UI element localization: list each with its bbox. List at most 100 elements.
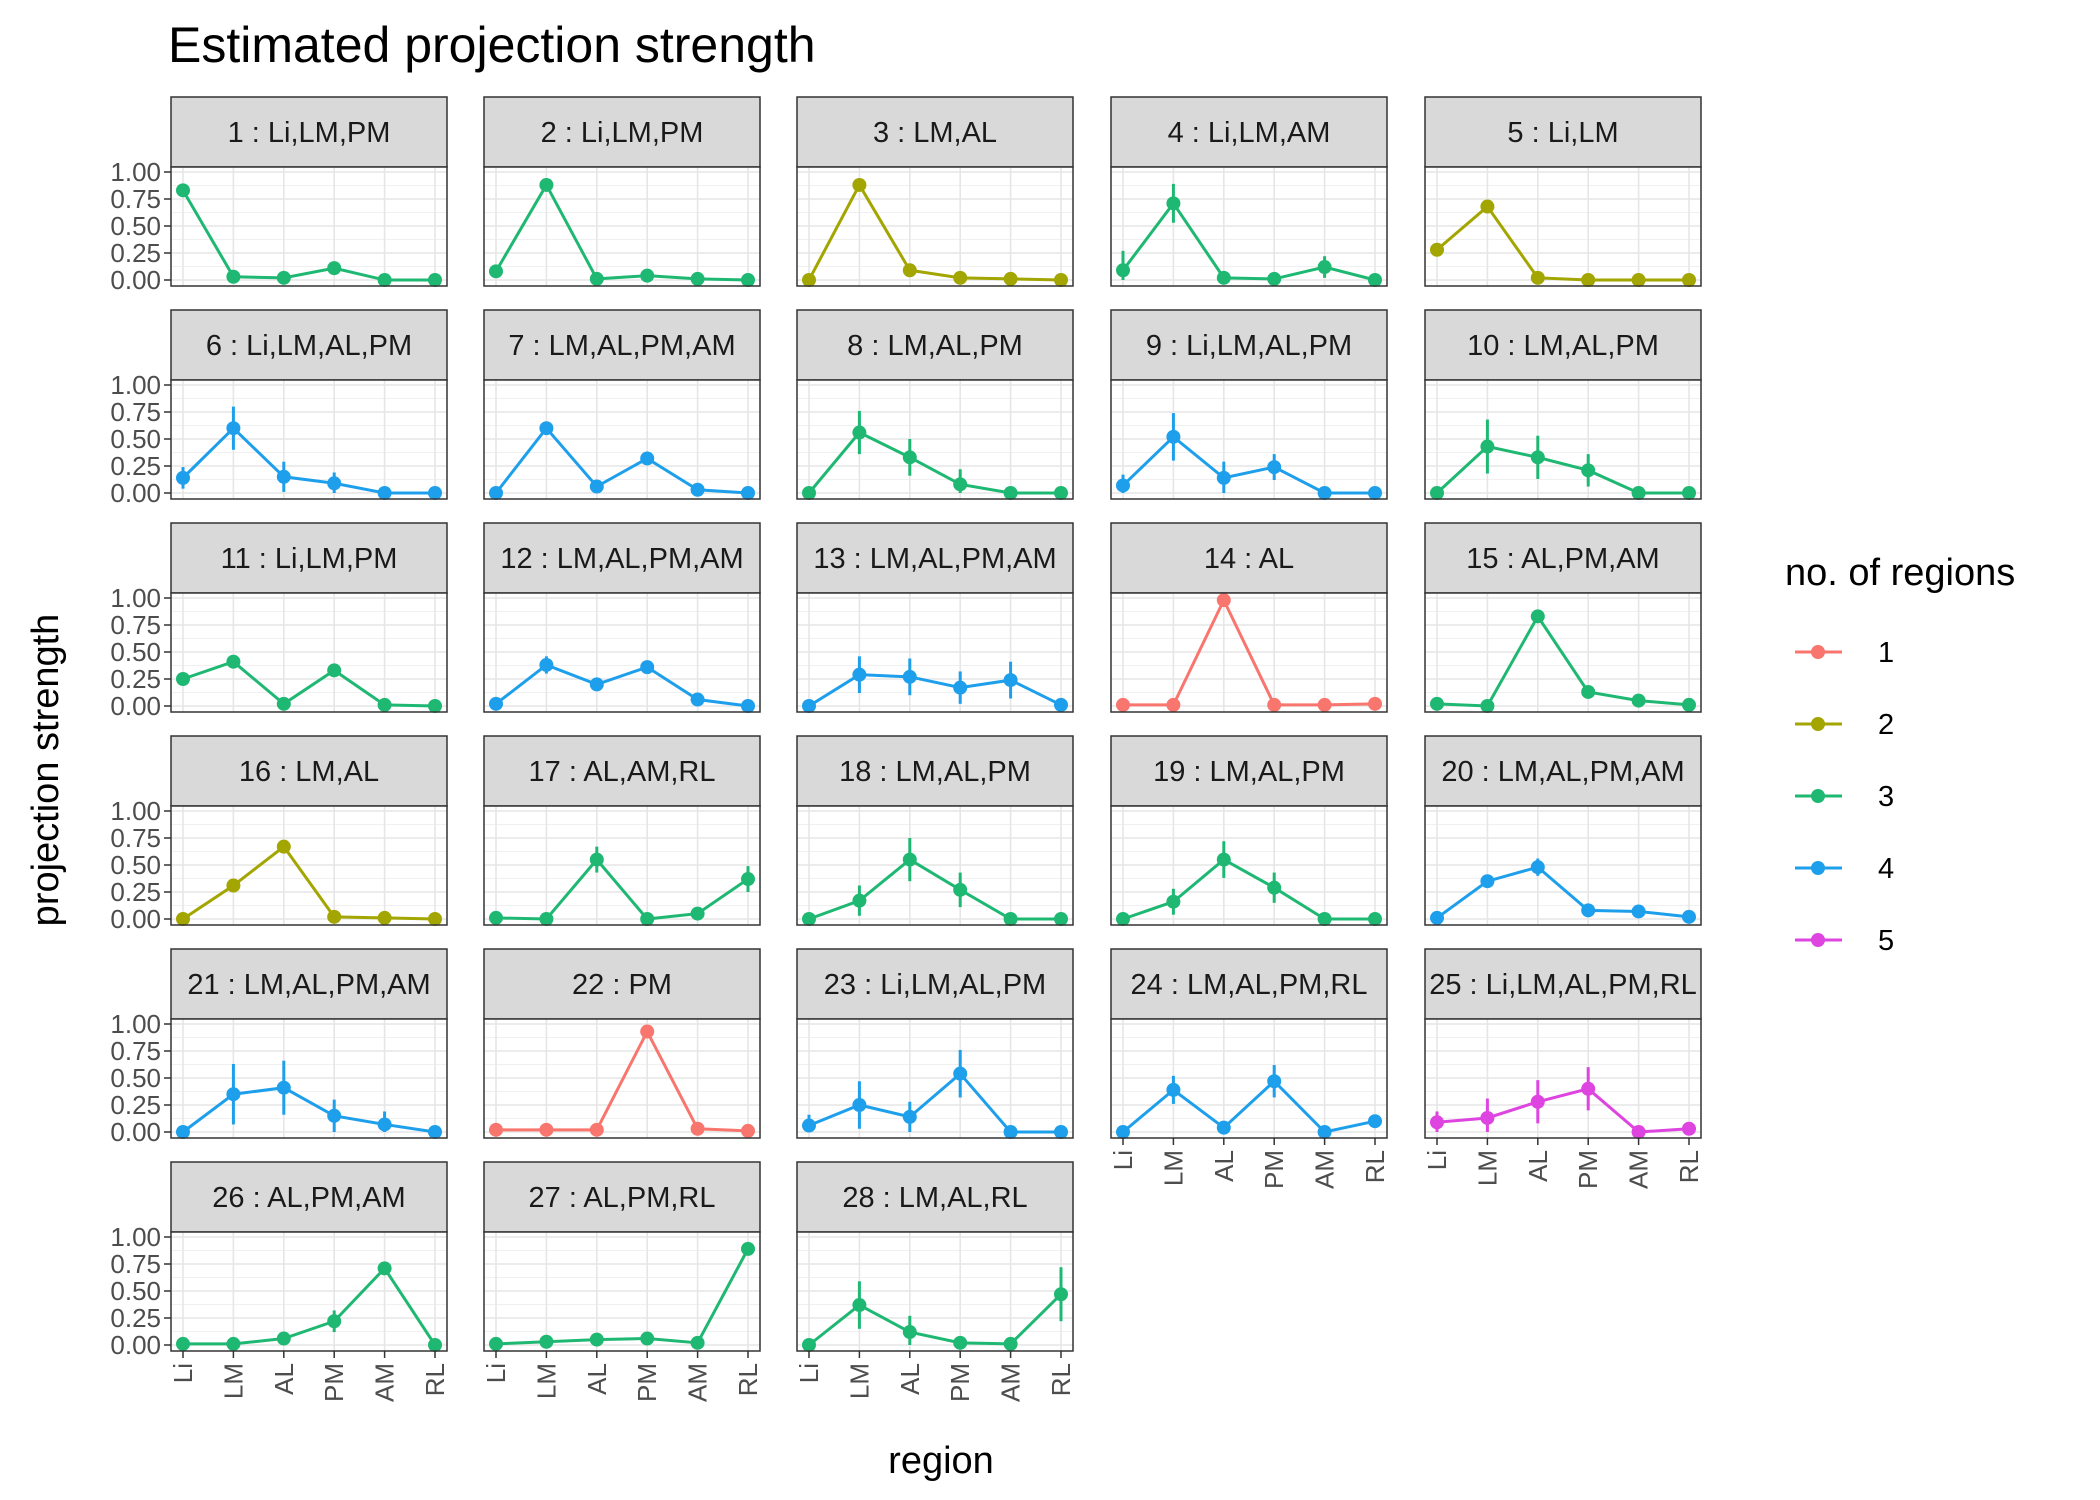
data-point	[640, 1024, 655, 1039]
data-point	[428, 912, 442, 926]
facet-strip	[796, 1161, 1074, 1233]
facet-panel: 15 : AL,PM,AM	[1424, 522, 1702, 713]
facet-strip-label: 25 : Li,LM,AL,PM,RL	[1429, 969, 1697, 1001]
data-point	[1054, 273, 1068, 287]
plot-area	[1110, 805, 1388, 926]
facet-strip-label: 23 : Li,LM,AL,PM	[824, 969, 1046, 1001]
data-point	[1430, 696, 1444, 711]
series-line	[183, 1265, 437, 1346]
facet-panel: 14 : AL	[1110, 522, 1388, 713]
data-point	[1480, 874, 1495, 889]
facet-strip-label: 1 : Li,LM,PM	[228, 117, 391, 149]
series-line	[181, 189, 435, 282]
panel-border	[796, 379, 1074, 500]
data-point	[1267, 271, 1282, 286]
panel-border	[483, 805, 761, 926]
data-point	[1631, 904, 1646, 919]
data-point	[226, 421, 241, 436]
plot-area	[1110, 379, 1388, 500]
legend-label: 2	[1878, 709, 1894, 741]
panel-border	[1110, 592, 1388, 713]
data-point	[1530, 450, 1545, 465]
facet-strip	[1424, 309, 1702, 381]
y-tick-label: 1.00	[110, 796, 161, 826]
panel-border	[1110, 805, 1388, 926]
plot-area	[796, 1018, 1074, 1139]
x-tick-label: LM	[1158, 1150, 1188, 1186]
data-point	[176, 672, 190, 686]
panel-border	[796, 1231, 1074, 1352]
facet-strip-label: 9 : Li,LM,AL,PM	[1146, 330, 1352, 362]
data-point	[276, 696, 291, 711]
plot-area	[1424, 166, 1702, 287]
data-point	[176, 470, 190, 485]
panel-border	[1424, 1018, 1702, 1139]
series-line	[1121, 200, 1376, 282]
x-axes: Li LM AL PM AM RL Li LM AL PM AM RL Li LM AL PM AM RL Li LM…	[168, 1138, 1704, 1402]
x-tick-label: AM	[1310, 1150, 1340, 1189]
data-point	[1267, 697, 1282, 712]
data-point	[1054, 486, 1068, 500]
data-point	[589, 1332, 604, 1347]
facet-panel: 27 : AL,PM,RL	[483, 1161, 761, 1352]
x-tick-label: AL	[1523, 1150, 1553, 1182]
legend: no. of regions 1 2 3 4 5	[1785, 552, 2015, 957]
x-tick-label: RL	[1046, 1363, 1076, 1396]
facet-strip	[170, 1161, 448, 1233]
facet-strip	[170, 948, 448, 1020]
y-tick-label: 0.25	[110, 1090, 161, 1120]
facet-strip	[1424, 96, 1702, 168]
y-tick-label: 0.50	[110, 850, 161, 880]
data-point	[589, 677, 604, 692]
plot-area	[483, 1231, 761, 1352]
x-axis: Li LM AL PM AM RL	[481, 1351, 763, 1402]
data-point	[640, 268, 655, 283]
data-point	[640, 660, 655, 675]
data-point	[1530, 860, 1545, 875]
series-line	[495, 663, 749, 708]
y-tick-label: 0.50	[110, 637, 161, 667]
facet-strip	[1110, 309, 1388, 381]
plot-area	[483, 805, 761, 926]
facet-strip-label: 19 : LM,AL,PM	[1153, 756, 1345, 788]
series-line	[182, 844, 436, 921]
panel-border	[796, 166, 1074, 287]
data-point	[1317, 1125, 1332, 1139]
data-point	[1216, 270, 1231, 285]
x-axis: Li LM AL PM AM RL	[794, 1351, 1076, 1402]
data-point	[690, 271, 705, 286]
y-tick-label: 1.00	[110, 1009, 161, 1039]
series-line	[1436, 865, 1690, 920]
panel-border	[796, 592, 1074, 713]
data-point	[1480, 699, 1495, 713]
plot-area	[1424, 805, 1702, 926]
x-tick-label: Li	[481, 1363, 511, 1383]
data-point	[802, 1118, 816, 1133]
facet-strip-label: 22 : PM	[572, 969, 672, 1001]
y-tick-label: 0.50	[110, 1276, 161, 1306]
y-tick-label: 0.00	[110, 691, 161, 721]
data-point	[1581, 273, 1596, 287]
data-point	[276, 839, 291, 854]
panel-border	[1424, 166, 1702, 287]
y-tick-label: 0.00	[110, 265, 161, 295]
data-point	[1166, 1082, 1181, 1097]
data-point	[1216, 852, 1231, 867]
facet-strip-label: 28 : LM,AL,RL	[842, 1182, 1027, 1214]
data-point	[176, 1125, 190, 1139]
facet-panel: 1 : Li,LM,PM 0.000.250.500.751.00	[110, 96, 448, 295]
data-point	[1682, 909, 1696, 924]
data-point	[1581, 463, 1596, 478]
data-point	[276, 1080, 291, 1095]
series-line	[181, 426, 435, 495]
data-point	[1003, 1336, 1018, 1351]
facet-strip	[483, 948, 761, 1020]
plot-area: 0.000.250.500.751.00	[110, 1222, 448, 1360]
facet-strip-label: 6 : Li,LM,AL,PM	[206, 330, 412, 362]
x-tick-label: LM	[531, 1363, 561, 1399]
panel-border	[483, 379, 761, 500]
facet-strip	[170, 522, 448, 594]
series-line	[495, 857, 749, 921]
data-point	[1003, 486, 1018, 500]
plot-area: 0.000.250.500.751.00	[110, 157, 448, 295]
